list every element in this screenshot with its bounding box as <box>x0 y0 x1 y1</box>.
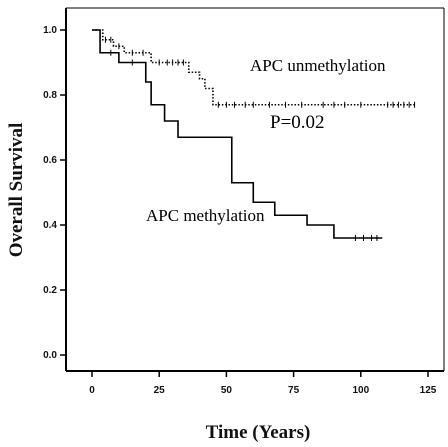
x-tick-label: 100 <box>352 385 369 396</box>
y-tick-label: 0.0 <box>43 350 57 361</box>
x-ticks: 0 25 50 75 100 125 <box>89 371 437 396</box>
x-tick-label: 0 <box>89 385 95 396</box>
y-tick-label: 0.6 <box>43 155 57 166</box>
y-tick-label: 0.8 <box>43 90 57 101</box>
series-layer <box>92 29 415 239</box>
y-tick-label: 0.4 <box>43 220 57 231</box>
x-tick-label: 125 <box>420 385 437 396</box>
y-tick-label: 1.0 <box>43 25 57 36</box>
y-tick-label: 0.2 <box>43 285 57 296</box>
series-line-apc-methylation <box>92 29 383 239</box>
annotation-apc-methylation: APC methylation <box>146 206 265 225</box>
annotation-p-value: P=0.02 <box>270 112 325 133</box>
series-line-apc-unmethylation <box>92 29 415 106</box>
x-tick-label: 50 <box>221 385 233 396</box>
x-axis-title: Time (Years) <box>206 422 311 443</box>
x-tick-label: 75 <box>288 385 300 396</box>
censor-marks <box>104 36 416 241</box>
x-tick-label: 25 <box>154 385 166 396</box>
y-ticks: 0.0 0.2 0.4 0.6 0.8 1.0 <box>43 25 66 361</box>
plot-area <box>66 8 444 371</box>
y-axis-title: Overall Survival <box>6 123 27 258</box>
annotation-apc-unmethylation: APC unmethylation <box>250 56 386 75</box>
